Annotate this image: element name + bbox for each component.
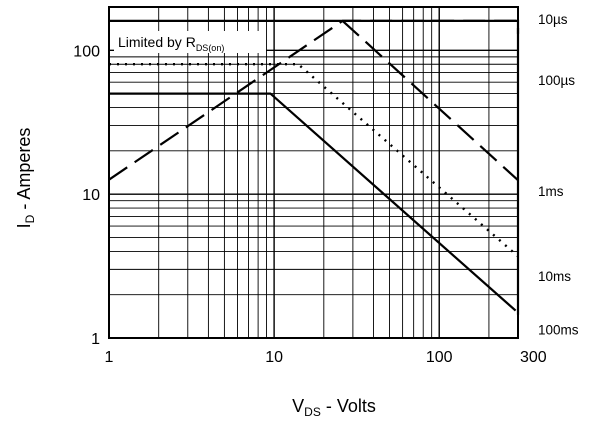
y-axis-label: ID - Amperes (14, 128, 37, 229)
x-axis-label: VDS - Volts (292, 396, 376, 419)
y-tick-label: 10 (82, 187, 100, 204)
curve-label: 100ms (538, 322, 579, 337)
series-line-5 (109, 19, 520, 315)
series-group (108, 19, 520, 315)
grid (108, 6, 519, 339)
curve-labels: 10µs 100µs 1ms 10ms 100ms (538, 12, 579, 337)
series-line-1 (108, 19, 520, 181)
rds-on-annotation: Limited by RDS(on) (118, 34, 224, 53)
x-tick-label: 10 (265, 349, 283, 366)
y-tick-label: 100 (73, 43, 100, 60)
y-tick-labels: 1 10 100 (73, 43, 100, 348)
annotation-group: Limited by RDS(on) (114, 31, 266, 53)
x-tick-labels: 1 10 100 300 (105, 349, 547, 366)
x-tick-label: 100 (426, 349, 453, 366)
x-tick-label: 1 (105, 349, 114, 366)
x-tick-label: 300 (520, 349, 547, 366)
y-tick-label: 1 (91, 331, 100, 348)
curve-label: 1ms (538, 184, 564, 199)
annotation-backing (114, 31, 266, 53)
curve-label: 10µs (538, 12, 568, 27)
curve-label: 100µs (538, 73, 575, 88)
series-line-2 (341, 20, 519, 182)
curve-label: 10ms (538, 269, 571, 284)
series-line-4 (109, 92, 517, 312)
